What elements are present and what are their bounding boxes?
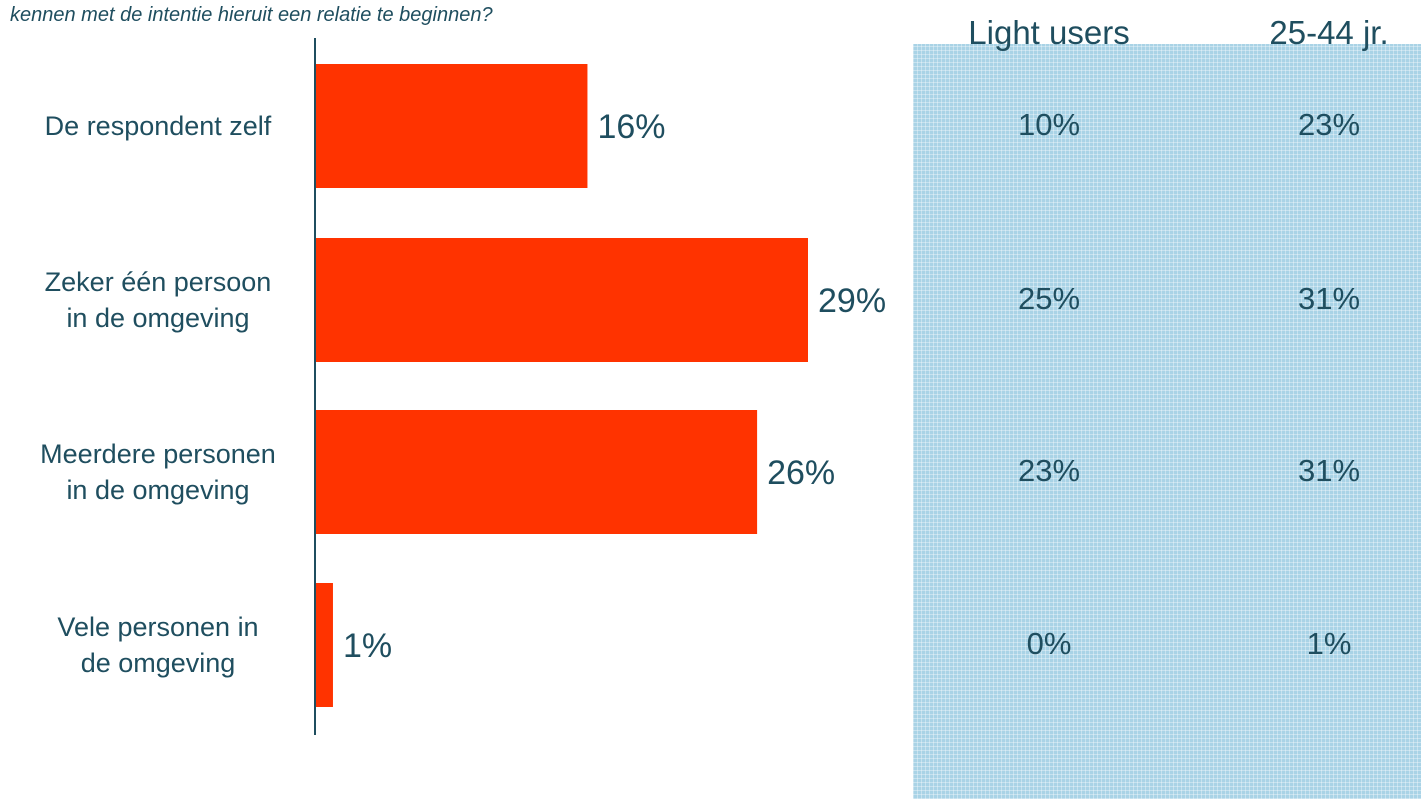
age-25-44-value: 31%: [1297, 453, 1361, 488]
chart-question: kennen met de intentie hieruit een relat…: [10, 4, 493, 26]
bar-value-label: 26%: [767, 454, 835, 492]
category-label: Zeker één persoon in de omgeving: [45, 267, 272, 333]
light-users-value: 23%: [1017, 453, 1081, 488]
light-users-value: 0%: [1026, 626, 1072, 661]
bar-value-label: 16%: [597, 108, 665, 146]
column-header-age-25-44: 25-44 jr.: [1269, 14, 1389, 51]
bar-value-label: 29%: [818, 282, 886, 320]
age-25-44-value: 31%: [1297, 281, 1361, 316]
category-label: De respondent zelf: [45, 111, 272, 141]
bar: [316, 238, 808, 362]
bar-value-label: 1%: [343, 627, 392, 665]
category-label: Vele personen in de omgeving: [57, 612, 258, 678]
light-users-value: 10%: [1017, 107, 1081, 142]
bar: [316, 64, 588, 188]
light-users-value: 25%: [1017, 281, 1081, 316]
bar-chart: 16% De respondent zelf 29% Zeker één persoo…: [40, 38, 886, 735]
age-25-44-value: 1%: [1306, 626, 1352, 661]
category-label: Meerdere personen in de omgeving: [40, 439, 276, 505]
bar: [316, 583, 333, 707]
column-header-light-users: Light users: [968, 14, 1130, 51]
age-25-44-value: 23%: [1297, 107, 1361, 142]
comparison-panel: Light users 25-44 jr. 10% 25% 23% 0% 23%…: [913, 14, 1421, 799]
bar: [316, 410, 758, 534]
